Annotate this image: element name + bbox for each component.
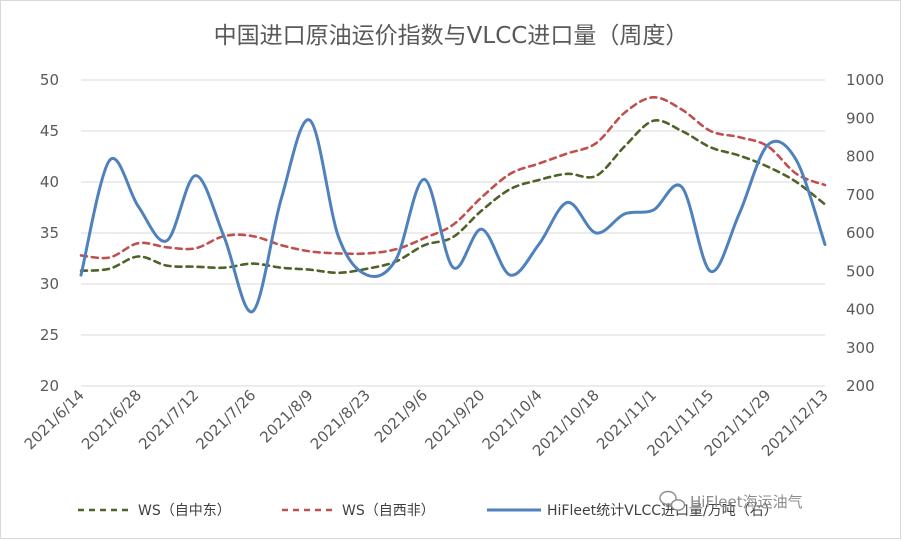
left-y-tick-label: 35 xyxy=(40,224,59,242)
right-y-tick-label: 900 xyxy=(846,109,875,127)
left-y-tick-label: 45 xyxy=(40,122,59,140)
right-y-tick-label: 200 xyxy=(846,377,875,395)
wechat-icon xyxy=(659,490,686,511)
x-tick-label: 2021/8/23 xyxy=(307,386,374,453)
left-y-tick-label: 20 xyxy=(40,377,59,395)
series-line xyxy=(79,118,827,313)
legend-label: WS（自中东） xyxy=(138,503,231,519)
x-tick-label: 2021/9/6 xyxy=(371,386,431,446)
left-y-tick-label: 30 xyxy=(40,275,59,293)
gridlines xyxy=(81,79,825,387)
right-y-tick-label: 1000 xyxy=(846,71,884,89)
x-tick-label: 2021/7/12 xyxy=(135,386,202,453)
right-y-tick-label: 400 xyxy=(846,301,875,319)
chart-title: 中国进口原油运价指数与VLCC进口量（周度） xyxy=(214,23,689,49)
x-axis-ticks: 2021/6/142021/6/282021/7/122021/7/262021… xyxy=(21,386,832,460)
series-lines xyxy=(79,95,827,313)
right-y-tick-label: 300 xyxy=(846,339,875,357)
legend-label: WS（自西非） xyxy=(342,503,435,519)
left-y-tick-label: 25 xyxy=(40,326,59,344)
x-tick-label: 2021/6/28 xyxy=(78,386,145,453)
series-line xyxy=(79,119,827,275)
right-y-tick-label: 500 xyxy=(846,262,875,280)
x-tick-label: 2021/7/26 xyxy=(192,386,259,453)
left-y-axis-ticks: 20 25 30 35 40 45 50 xyxy=(40,71,59,395)
x-tick-label: 2021/9/20 xyxy=(421,386,488,453)
right-y-tick-label: 600 xyxy=(846,224,875,242)
left-y-tick-label: 50 xyxy=(40,71,59,89)
right-y-tick-label: 800 xyxy=(846,148,875,166)
watermark: HiFleet海运油气 xyxy=(659,490,803,511)
x-tick-label: 2021/8/9 xyxy=(256,386,316,446)
legend-label: HiFleet统计VLCC进口量/万吨（右） xyxy=(547,503,778,519)
watermark-text: HiFleet海运油气 xyxy=(690,493,803,511)
series-line xyxy=(79,95,827,260)
left-y-tick-label: 40 xyxy=(40,173,59,191)
legend: WS（自中东） WS（自西非） HiFleet统计VLCC进口量/万吨（右） xyxy=(78,503,778,519)
x-tick-label: 2021/6/14 xyxy=(21,386,88,453)
right-y-tick-label: 700 xyxy=(846,186,875,204)
right-y-axis-ticks: 200 300 400 500 600 700 800 900 1000 xyxy=(846,71,884,395)
